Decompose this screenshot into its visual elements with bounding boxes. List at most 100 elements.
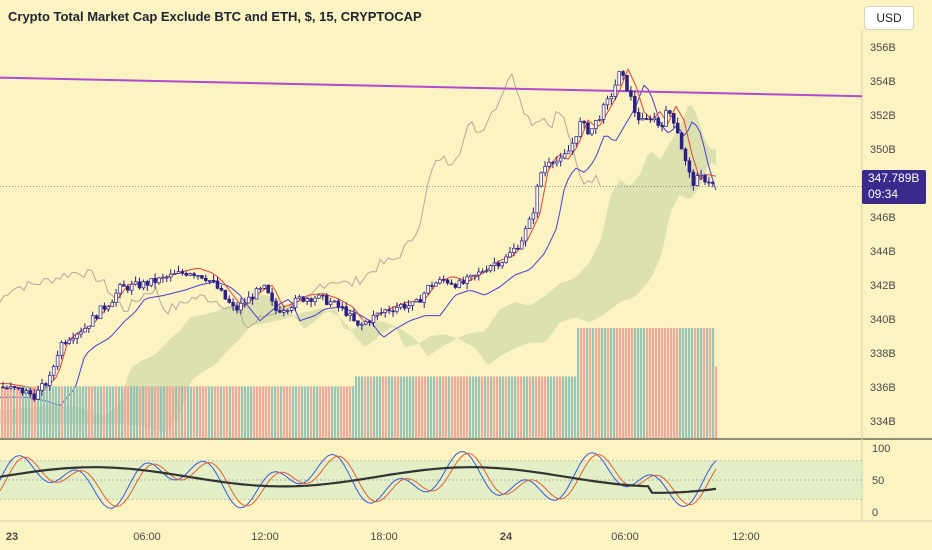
volume-bar	[712, 328, 715, 438]
volume-bar	[313, 386, 316, 438]
volume-bar	[151, 386, 154, 438]
volume-bar	[505, 376, 508, 438]
volume-bar	[169, 386, 172, 438]
volume-bar	[541, 376, 544, 438]
candle-body	[254, 288, 259, 300]
bar-countdown: 09:34	[868, 187, 899, 201]
volume-bar	[85, 386, 88, 438]
volume-bar	[133, 386, 136, 438]
volume-bar	[574, 376, 577, 438]
volume-bar	[217, 386, 220, 438]
candle-body	[660, 125, 664, 127]
y-tick-label: 336B	[870, 382, 896, 394]
volume-bar	[481, 376, 484, 438]
volume-bar	[244, 386, 247, 438]
candle-body	[321, 294, 325, 297]
volume-bar	[22, 386, 25, 438]
candle-body	[87, 325, 91, 329]
volume-bar	[691, 328, 694, 438]
candle-body	[555, 160, 559, 164]
volume-bar	[685, 328, 688, 438]
candle-body	[137, 281, 142, 289]
candle-body	[707, 181, 711, 184]
volume-bar	[46, 386, 49, 438]
volume-bar	[88, 386, 91, 438]
volume-bar	[706, 328, 709, 438]
candle-body	[16, 387, 21, 389]
candle-body	[246, 296, 251, 304]
candle-body	[504, 256, 508, 263]
volume-bar	[517, 376, 520, 438]
volume-bar	[586, 328, 589, 438]
volume-bar	[610, 328, 613, 438]
volume-bar	[7, 386, 10, 438]
volume-bar	[622, 328, 625, 438]
candle-body	[629, 90, 633, 97]
candle-body	[582, 121, 586, 124]
volume-bar	[148, 386, 151, 438]
candle-body	[340, 306, 345, 309]
osc-tick-label: 100	[872, 443, 890, 455]
candle-body	[484, 270, 489, 273]
volume-bar	[463, 376, 466, 438]
volume-bar	[703, 328, 706, 438]
volume-bar	[70, 386, 73, 438]
volume-bar	[226, 386, 229, 438]
volume-bar	[187, 386, 190, 438]
candle-body	[496, 262, 501, 267]
candle-body	[110, 302, 114, 308]
volume-bar	[373, 376, 376, 438]
volume-bar	[475, 376, 478, 438]
currency-button[interactable]: USD	[864, 6, 914, 30]
candle-body	[430, 285, 434, 287]
candle-body	[211, 280, 216, 282]
volume-bar	[697, 328, 700, 438]
volume-bar	[76, 386, 79, 438]
candle-body	[145, 281, 150, 286]
volume-bar	[250, 386, 253, 438]
volume-bar	[238, 386, 241, 438]
candle-body	[601, 104, 606, 120]
volume-bar	[562, 376, 565, 438]
volume-bar	[358, 376, 361, 438]
x-tick-label: 23	[6, 531, 18, 543]
volume-bar	[511, 376, 514, 438]
candle-body	[500, 262, 504, 267]
volume-bar	[613, 328, 616, 438]
resistance-trendline	[0, 76, 863, 98]
volume-bar	[646, 328, 649, 438]
volume-bar	[469, 376, 472, 438]
volume-bar	[406, 376, 409, 438]
volume-bar	[349, 386, 352, 438]
candle-body	[305, 298, 309, 302]
candle-body	[172, 272, 177, 275]
candle-body	[414, 299, 419, 303]
volume-bar	[580, 328, 583, 438]
candle-body	[492, 262, 497, 267]
volume-bar	[64, 386, 67, 438]
volume-bar	[538, 376, 541, 438]
volume-bar	[547, 376, 550, 438]
candle-body	[196, 275, 200, 277]
y-tick-label: 340B	[870, 314, 896, 326]
volume-bar	[109, 386, 112, 438]
candle-body	[453, 283, 458, 288]
x-tick-label: 12:00	[251, 531, 279, 543]
volume-bar	[265, 386, 268, 438]
volume-bar	[589, 328, 592, 438]
volume-bar	[31, 386, 34, 438]
volume-bar	[436, 376, 439, 438]
volume-bar	[340, 386, 343, 438]
candle-body	[418, 299, 423, 303]
volume-bar	[157, 386, 160, 438]
lagging-span-line	[0, 72, 601, 329]
candle-body	[36, 389, 40, 400]
candle-body	[165, 276, 169, 279]
volume-bar	[73, 386, 76, 438]
volume-bar	[583, 328, 586, 438]
volume-bar	[322, 386, 325, 438]
candle-body	[352, 313, 356, 322]
candle-body	[445, 279, 450, 284]
candle-body	[239, 302, 243, 311]
